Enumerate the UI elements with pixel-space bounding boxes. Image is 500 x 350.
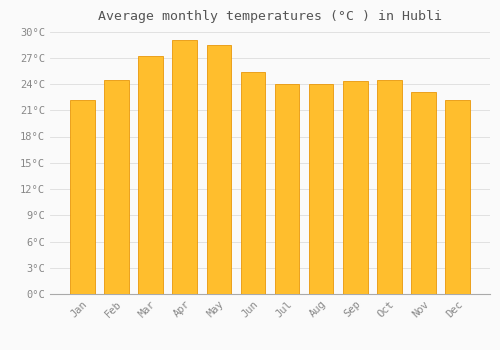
- Bar: [172, 40, 197, 294]
- Bar: [275, 84, 299, 294]
- Bar: [240, 72, 265, 294]
- Bar: [104, 80, 128, 294]
- Bar: [343, 82, 367, 294]
- Bar: [309, 84, 334, 294]
- Bar: [206, 44, 231, 294]
- Bar: [377, 80, 402, 294]
- Title: Average monthly temperatures (°C ) in Hubli: Average monthly temperatures (°C ) in Hu…: [98, 10, 442, 23]
- Bar: [138, 56, 163, 294]
- Bar: [70, 100, 94, 294]
- Bar: [446, 100, 470, 294]
- Bar: [412, 92, 436, 294]
